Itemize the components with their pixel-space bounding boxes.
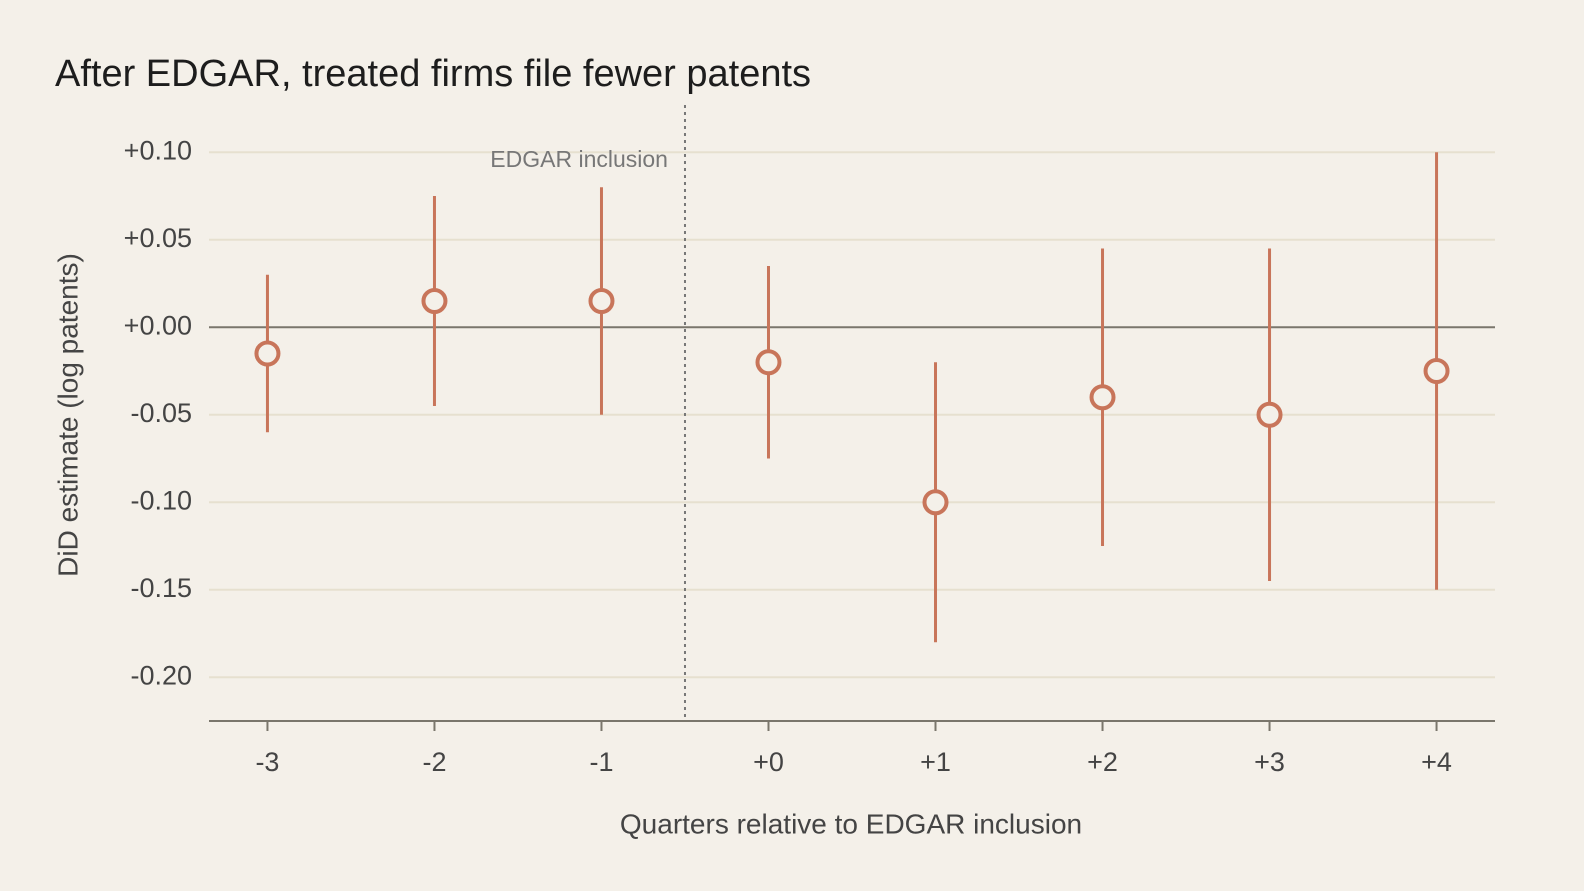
chart-title: After EDGAR, treated firms file fewer pa… (55, 53, 811, 95)
x-tick-label: +4 (1421, 747, 1452, 777)
point (1423, 358, 1450, 384)
y-tick-label: -0.15 (130, 573, 192, 603)
x-tick-label: -2 (422, 747, 446, 777)
y-tick-label: -0.10 (130, 485, 192, 515)
y-tick-label: +0.05 (124, 223, 192, 253)
point (922, 489, 949, 516)
point (1089, 384, 1116, 411)
x-axis-label: Quarters relative to EDGAR inclusion (620, 808, 1082, 839)
point (755, 349, 782, 376)
point (254, 340, 281, 367)
x-tick-label: -3 (255, 747, 279, 777)
x-tick-label: -1 (589, 747, 613, 777)
y-tick-label: -0.20 (130, 660, 192, 690)
x-tick-label: +2 (1087, 747, 1118, 777)
y-tick-label: +0.00 (124, 310, 192, 340)
x-tick-label: +3 (1254, 747, 1285, 777)
y-tick-label: +0.10 (124, 135, 192, 165)
y-tick-label: -0.05 (130, 398, 192, 428)
point (588, 288, 615, 314)
annotation-text: EDGAR inclusion (490, 146, 668, 172)
x-tick-label: +0 (753, 747, 784, 777)
x-tick-label: +1 (920, 747, 951, 777)
point (1256, 401, 1283, 428)
y-axis-label: DiD estimate (log patents) (52, 253, 83, 577)
point (421, 288, 448, 314)
